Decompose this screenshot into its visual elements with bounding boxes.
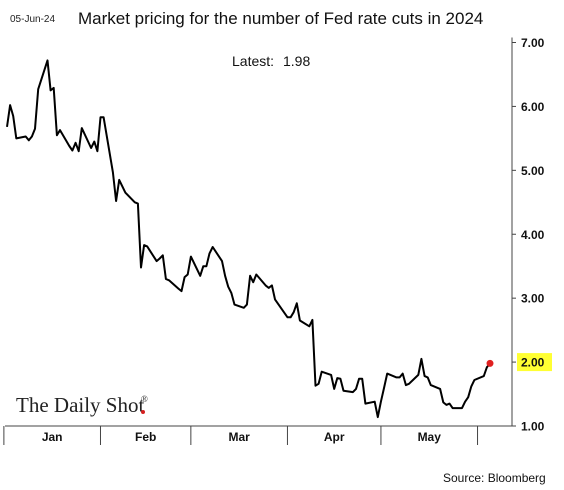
y-tick-label: 7.00 (521, 36, 545, 50)
chart-title: Market pricing for the number of Fed rat… (78, 9, 483, 28)
y-tick-label: 2.00 (521, 356, 545, 370)
latest-annotation: Latest: 1.98 (232, 53, 310, 69)
latest-label: Latest: (232, 53, 274, 69)
y-tick-label: 6.00 (521, 100, 545, 114)
date-stamp: 05-Jun-24 (10, 14, 55, 25)
logo-registered-mark: ® (141, 394, 148, 404)
series-layer (6, 59, 494, 419)
x-tick-label: Jan (42, 430, 63, 444)
x-tick-label: Feb (135, 430, 156, 444)
x-tick-label: Apr (324, 430, 345, 444)
daily-shot-logo: The Daily Shot ® (16, 393, 148, 417)
logo-text: The Daily Shot (16, 393, 144, 417)
latest-point-marker (486, 359, 494, 367)
y-axis: 7.00 6.00 5.00 4.00 3.00 2.00 1.00 (511, 36, 552, 434)
y-tick-label: 1.00 (521, 420, 545, 434)
y-tick-label: 5.00 (521, 164, 545, 178)
x-tick-label: May (418, 430, 442, 444)
latest-value-highlight (517, 353, 552, 372)
y-tick-label: 4.00 (521, 228, 545, 242)
source-note: Source: Bloomberg (443, 471, 546, 485)
series-line (6, 59, 491, 419)
y-tick-label: 3.00 (521, 292, 545, 306)
logo-dot (141, 410, 145, 414)
x-axis: Jan Feb Mar Apr May (3, 425, 512, 445)
x-tick-label: Mar (228, 430, 250, 444)
latest-value: 1.98 (283, 53, 310, 69)
